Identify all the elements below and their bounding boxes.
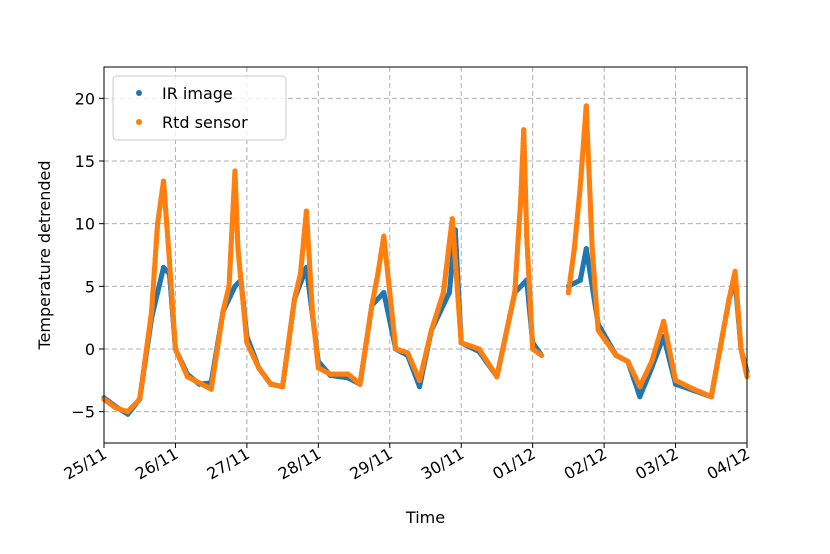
data-point <box>345 371 351 377</box>
data-point <box>521 127 527 133</box>
y-axis: −5 0 5 10 15 20 <box>71 89 104 422</box>
y-tick-label: 20 <box>75 89 95 108</box>
data-point <box>208 386 214 392</box>
legend-marker-ir-image <box>136 90 142 96</box>
x-axis-label: Time <box>405 508 445 527</box>
data-point <box>577 277 583 283</box>
data-point <box>416 377 423 383</box>
legend-box <box>112 75 287 141</box>
data-point <box>571 246 577 252</box>
data-point <box>494 374 500 380</box>
data-point <box>565 290 572 296</box>
data-point <box>524 233 530 239</box>
data-point <box>303 208 309 214</box>
data-point <box>530 346 536 352</box>
data-point <box>381 290 387 296</box>
y-axis-label: Temperature detrended <box>35 160 54 350</box>
data-point <box>155 221 161 227</box>
data-point <box>738 346 744 352</box>
data-point <box>577 183 583 189</box>
data-point <box>113 405 119 411</box>
data-point <box>268 381 274 387</box>
data-point <box>166 258 173 264</box>
data-point <box>125 409 131 415</box>
data-point <box>405 350 411 356</box>
data-point <box>428 327 435 333</box>
data-point <box>512 290 518 296</box>
data-point <box>625 358 631 365</box>
data-point <box>583 103 589 109</box>
data-point <box>160 178 167 184</box>
data-point <box>315 365 321 371</box>
y-tick-label: 15 <box>75 152 95 171</box>
data-point <box>690 386 697 392</box>
data-point <box>291 296 298 302</box>
data-point <box>327 371 333 377</box>
data-point <box>458 340 464 346</box>
data-point <box>381 233 387 239</box>
y-tick-label: 5 <box>85 277 95 296</box>
y-tick-label: 0 <box>85 340 95 359</box>
data-point <box>160 264 167 271</box>
data-point <box>708 394 714 400</box>
data-point <box>220 308 226 314</box>
data-point <box>297 271 304 277</box>
data-point <box>393 346 399 352</box>
legend-label-rtd-sensor: Rtd sensor <box>162 113 248 132</box>
data-point <box>235 246 241 252</box>
y-tick-label: −5 <box>71 403 95 422</box>
legend-label-ir-image: IR image <box>162 84 233 103</box>
data-point <box>196 380 202 386</box>
legend-marker-rtd-sensor <box>136 119 142 125</box>
data-layer <box>101 103 750 417</box>
data-point <box>416 384 423 390</box>
data-point <box>244 340 250 346</box>
data-point <box>518 196 524 202</box>
legend: IR image Rtd sensor <box>112 75 287 141</box>
data-point <box>232 283 238 289</box>
data-point <box>149 308 155 314</box>
data-point <box>369 302 375 308</box>
data-point <box>256 365 262 371</box>
data-point <box>583 246 589 252</box>
data-point <box>539 352 545 358</box>
data-point <box>476 346 482 352</box>
plot-frame <box>103 66 748 444</box>
data-point <box>232 168 238 174</box>
data-point <box>309 308 315 314</box>
data-point <box>613 352 619 358</box>
data-point <box>673 377 679 383</box>
data-point <box>226 283 232 289</box>
data-point <box>661 318 667 324</box>
data-point <box>726 296 732 302</box>
data-point <box>137 396 143 402</box>
data-point <box>589 246 595 252</box>
y-tick-label: 10 <box>75 215 95 234</box>
data-point <box>446 290 452 296</box>
data-point <box>357 381 363 387</box>
data-point <box>449 216 455 222</box>
data-point <box>440 290 446 296</box>
data-point <box>280 384 286 390</box>
data-point <box>649 358 655 365</box>
data-point <box>172 346 178 352</box>
data-point <box>637 394 643 400</box>
data-point <box>732 268 738 274</box>
data-point <box>595 327 601 333</box>
data-point <box>375 271 381 277</box>
series-rtd-sensor <box>101 103 750 415</box>
data-point <box>184 374 190 380</box>
data-point <box>637 384 643 390</box>
